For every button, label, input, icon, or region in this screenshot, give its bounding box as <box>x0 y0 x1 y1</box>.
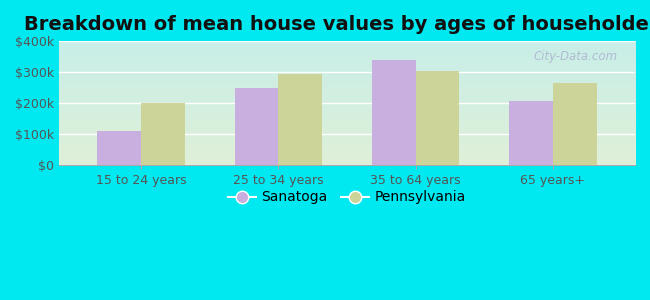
Bar <box>415 70 460 165</box>
Bar <box>98 131 141 165</box>
Bar <box>235 88 278 165</box>
Legend: Sanatoga, Pennsylvania: Sanatoga, Pennsylvania <box>222 185 472 210</box>
Bar <box>552 83 597 165</box>
Title: Breakdown of mean house values by ages of householders: Breakdown of mean house values by ages o… <box>24 15 650 34</box>
Bar <box>278 74 322 165</box>
Text: City-Data.com: City-Data.com <box>534 50 618 63</box>
Bar <box>509 101 552 165</box>
Bar <box>141 103 185 165</box>
Bar <box>372 60 415 165</box>
